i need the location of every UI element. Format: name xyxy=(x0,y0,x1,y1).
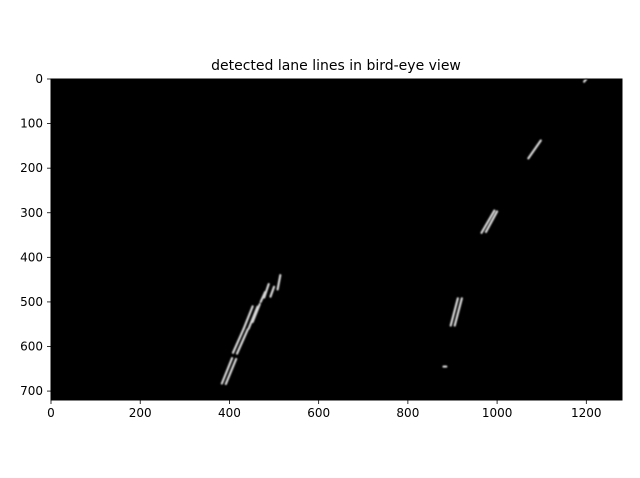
y-tick-label: 500 xyxy=(20,295,43,309)
lane-segment xyxy=(449,297,459,327)
y-tick-label: 0 xyxy=(35,72,43,86)
lane-segment xyxy=(480,209,496,234)
lane-segment xyxy=(224,357,238,386)
y-tick-label: 600 xyxy=(20,340,43,354)
y-tick-label: 700 xyxy=(20,384,43,398)
lane-segment xyxy=(220,356,234,385)
x-axis: 0 200 400 600 800 1000 1200 xyxy=(47,400,602,420)
lane-segment xyxy=(251,303,261,324)
axes-frame xyxy=(50,78,623,401)
lane-segment xyxy=(453,297,463,327)
lane-segment xyxy=(527,139,542,160)
x-tick-label: 400 xyxy=(218,406,241,420)
x-tick-label: 800 xyxy=(396,406,419,420)
lane-segment xyxy=(247,305,259,330)
plot-area xyxy=(51,79,622,400)
y-axis: 0 100 200 300 400 500 600 700 xyxy=(20,72,51,398)
x-tick-label: 600 xyxy=(307,406,330,420)
x-tick-label: 200 xyxy=(129,406,152,420)
chart-title: detected lane lines in bird-eye view xyxy=(211,58,461,74)
lane-segment xyxy=(242,305,254,330)
y-tick-label: 200 xyxy=(20,161,43,175)
x-tick-label: 1200 xyxy=(571,406,602,420)
x-tick-label: 1000 xyxy=(482,406,513,420)
lane-segment xyxy=(235,328,249,355)
lane-segment xyxy=(269,285,276,298)
lane-segment xyxy=(484,210,499,234)
lane-segment xyxy=(276,274,282,291)
y-tick-label: 100 xyxy=(20,117,43,131)
lane-segment xyxy=(231,327,245,354)
lane-pixels xyxy=(220,77,588,386)
x-tick-label: 0 xyxy=(47,406,55,420)
y-tick-label: 300 xyxy=(20,206,43,220)
y-tick-label: 400 xyxy=(20,250,43,264)
lane-segment xyxy=(263,282,270,299)
